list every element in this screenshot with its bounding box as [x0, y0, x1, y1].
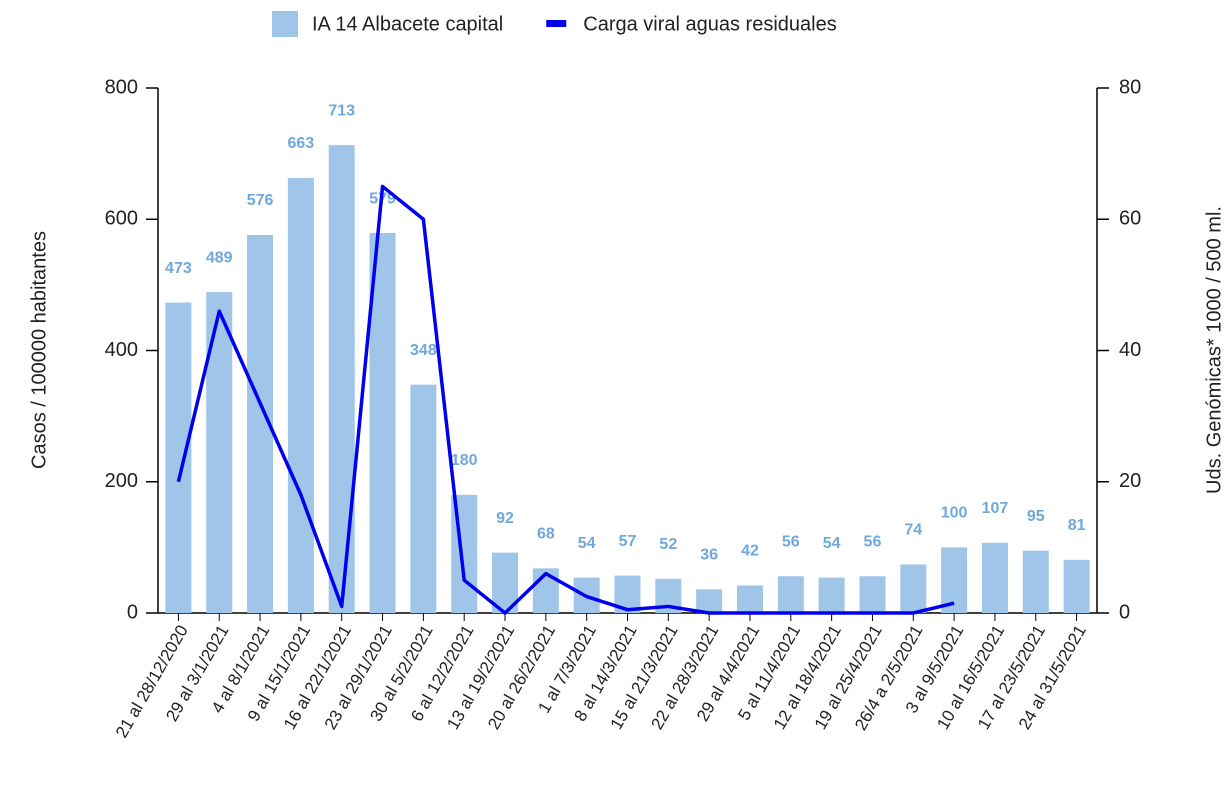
bar [1063, 559, 1090, 613]
value-label: 107 [982, 500, 1009, 517]
value-label: 100 [941, 505, 968, 522]
legend-label: Carga viral aguas residuales [583, 13, 836, 35]
y2-tick-label: 60 [1119, 208, 1141, 230]
y-tick-label: 0 [127, 601, 138, 623]
bar [369, 233, 396, 613]
value-label: 42 [741, 543, 759, 560]
value-label: 713 [328, 102, 355, 119]
y2-tick-label: 0 [1119, 601, 1130, 623]
y2-axis-label: Uds. Genómicas* 1000 / 500 ml. [1203, 206, 1225, 494]
legend-label: IA 14 Albacete capital [312, 13, 503, 35]
value-label: 56 [864, 533, 882, 550]
bar [736, 585, 763, 613]
value-label: 68 [537, 526, 555, 543]
value-label: 36 [700, 547, 718, 564]
bar [818, 577, 845, 613]
value-label: 92 [496, 510, 514, 527]
value-label: 81 [1068, 517, 1086, 534]
value-label: 576 [247, 192, 274, 209]
bar [941, 547, 968, 613]
y2-tick-label: 80 [1119, 76, 1141, 98]
value-label: 663 [288, 135, 315, 152]
bar [859, 576, 886, 613]
y2-tick-label: 20 [1119, 470, 1141, 492]
y2-tick-label: 40 [1119, 339, 1141, 361]
bar [328, 145, 355, 613]
value-label: 74 [904, 522, 922, 539]
bar [1022, 550, 1049, 613]
bar [900, 564, 927, 613]
value-label: 54 [823, 535, 841, 552]
value-label: 180 [451, 452, 478, 469]
value-label: 473 [165, 260, 192, 277]
bar [287, 177, 314, 613]
y-tick-label: 400 [105, 339, 138, 361]
value-label: 489 [206, 249, 233, 266]
x-tick-label: 21 al 28/12/2020 [112, 622, 192, 741]
bar [165, 302, 192, 613]
value-label: 52 [659, 536, 677, 553]
bar [981, 542, 1008, 613]
bar [410, 384, 437, 613]
y-tick-label: 200 [105, 470, 138, 492]
y-tick-label: 800 [105, 76, 138, 98]
y-tick-label: 600 [105, 208, 138, 230]
legend-swatch [272, 11, 298, 37]
y-axis-label: Casos / 100000 habitantes [28, 231, 50, 469]
value-label: 95 [1027, 508, 1045, 525]
bar [696, 589, 723, 613]
value-label: 57 [619, 533, 637, 550]
bar [206, 292, 233, 613]
value-label: 54 [578, 535, 596, 552]
line [176, 184, 955, 615]
value-label: 56 [782, 533, 800, 550]
value-label: 348 [410, 342, 437, 359]
bar [777, 576, 804, 613]
legend-swatch [546, 20, 567, 27]
